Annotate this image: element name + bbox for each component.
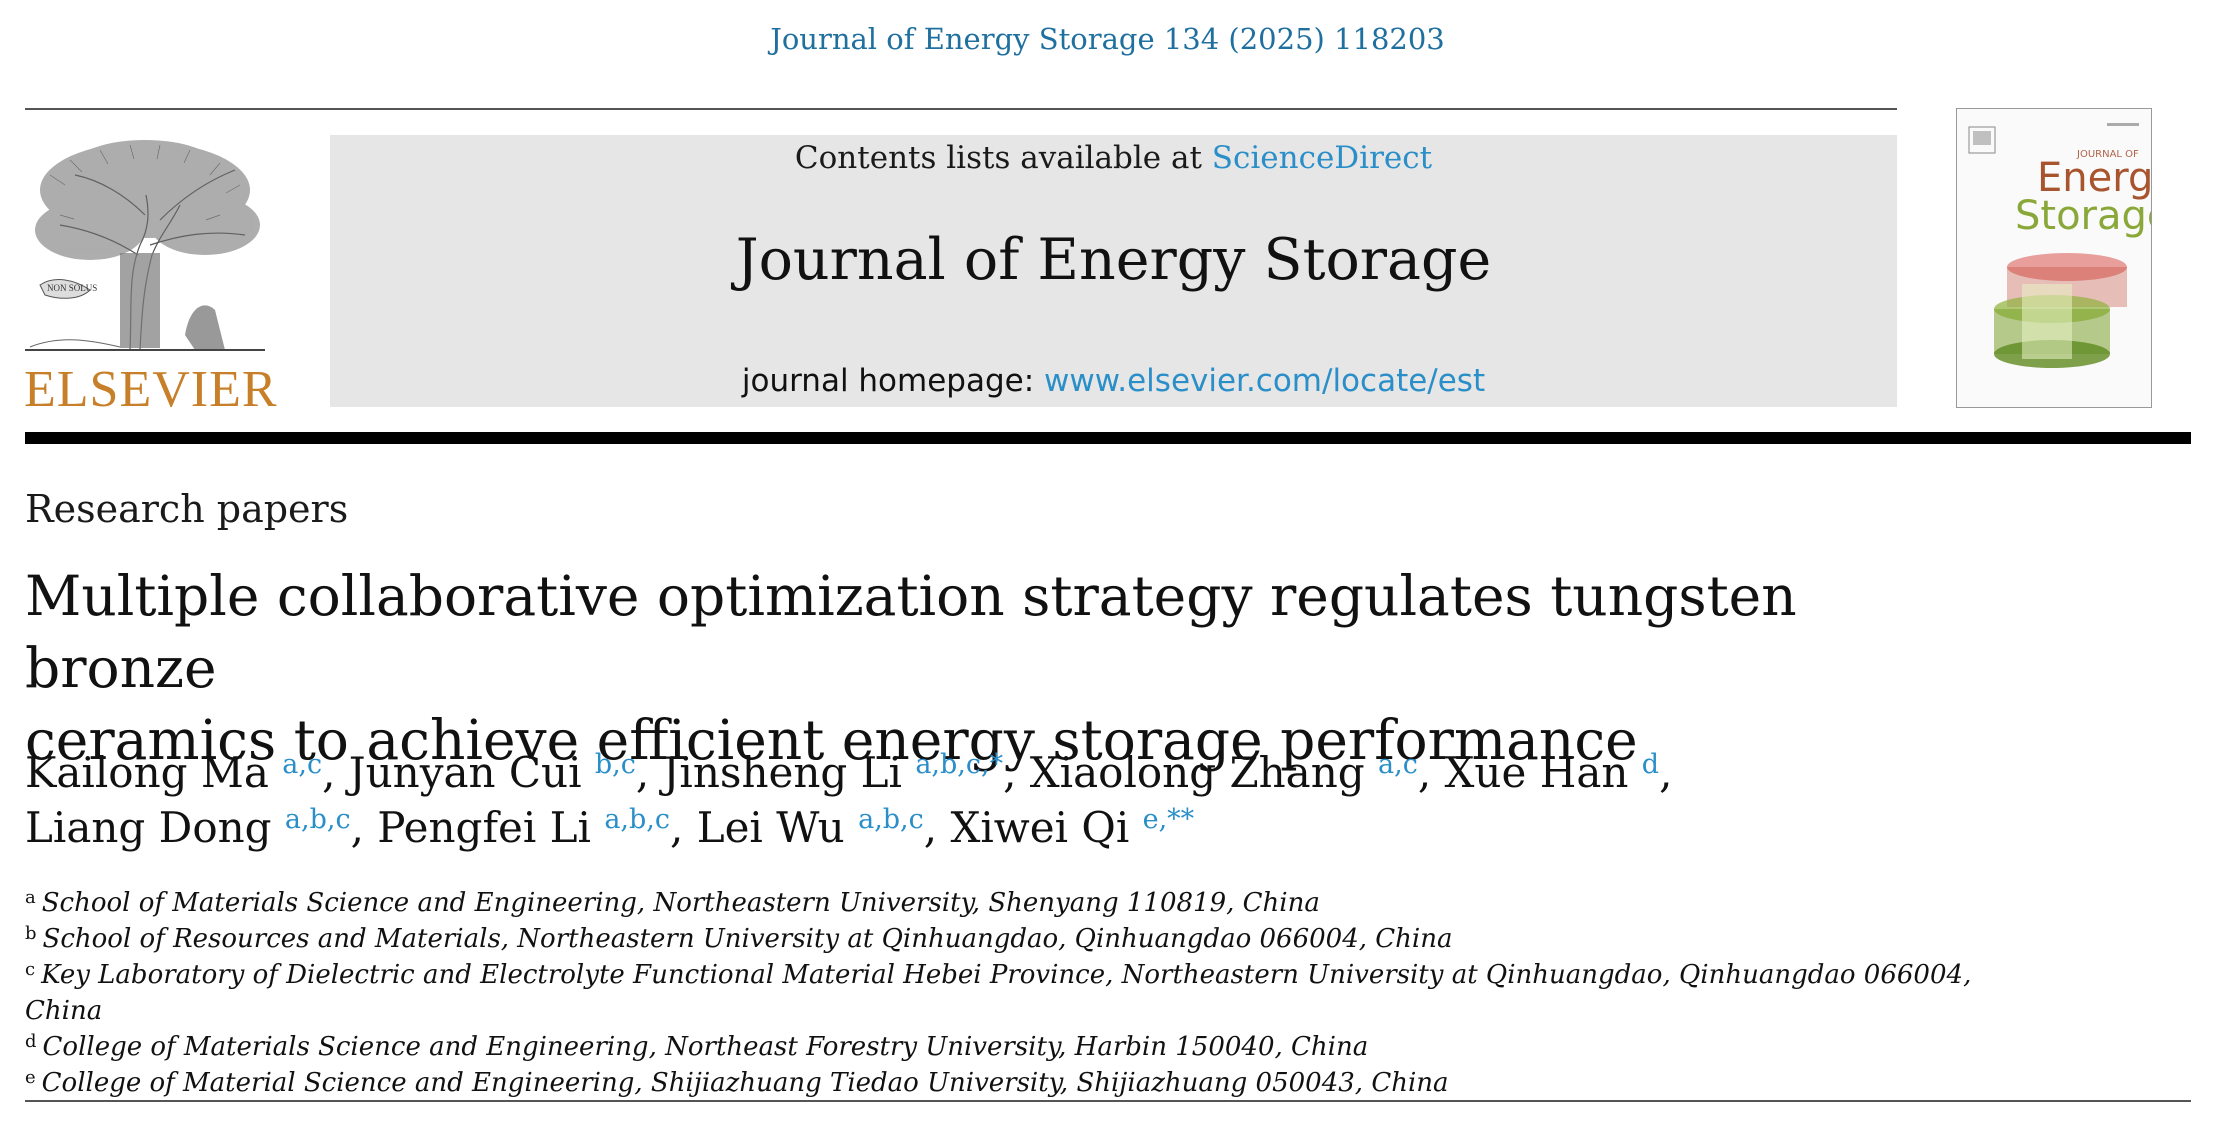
author-separator: ,: [322, 748, 349, 797]
homepage-link[interactable]: www.elsevier.com/locate/est: [1044, 363, 1486, 399]
svg-text:NON SOLUS: NON SOLUS: [47, 283, 97, 293]
affiliation-item: b School of Resources and Materials, Nort…: [25, 921, 2025, 957]
author-separator: ,: [1417, 748, 1445, 797]
svg-text:JOURNAL OF: JOURNAL OF: [2076, 149, 2139, 160]
author-separator: ,: [923, 803, 951, 852]
footer-rule: [25, 1100, 2191, 1102]
article-title: Multiple collaborative optimization stra…: [25, 560, 1925, 776]
sciencedirect-link[interactable]: ScienceDirect: [1211, 140, 1433, 176]
author-affiliation-marks[interactable]: b,c: [594, 749, 636, 780]
journal-name: Journal of Energy Storage: [735, 227, 1492, 293]
affiliation-text: School of Resources and Materials, North…: [42, 924, 1453, 954]
affiliation-item: a School of Materials Science and Enginee…: [25, 885, 2025, 921]
author-line-1: Kailong Ma a,c, Junyan Cui b,c, Jinsheng…: [25, 745, 2025, 800]
affiliation-key: b: [25, 923, 37, 944]
author-name[interactable]: Lei Wu: [696, 803, 845, 852]
affiliation-text: Key Laboratory of Dielectric and Electro…: [25, 960, 1972, 1026]
affiliation-key: d: [25, 1031, 37, 1052]
affiliation-item: d College of Materials Science and Engine…: [25, 1029, 2025, 1065]
affiliation-item: e College of Material Science and Enginee…: [25, 1065, 2025, 1101]
header-rule: [25, 108, 1897, 110]
author-affiliation-marks[interactable]: a,b,c,*: [915, 749, 1004, 780]
affiliation-text: College of Material Science and Engineer…: [41, 1068, 1449, 1098]
homepage-prefix: journal homepage:: [741, 363, 1045, 399]
affiliation-key: a: [25, 887, 36, 908]
tree-illustration-icon: NON SOLUS: [25, 140, 265, 351]
author-list: Kailong Ma a,c, Junyan Cui b,c, Jinsheng…: [25, 745, 2025, 855]
author-name[interactable]: Pengfei Li: [377, 803, 591, 852]
author-separator: ,: [635, 748, 663, 797]
article-title-line-1: Multiple collaborative optimization stra…: [25, 564, 1797, 700]
author-name[interactable]: Liang Dong: [25, 803, 272, 852]
journal-homepage-line: journal homepage: www.elsevier.com/locat…: [330, 363, 1897, 399]
author-separator: ,: [1659, 748, 1673, 797]
contents-available-line: Contents lists available at ScienceDirec…: [330, 135, 1897, 178]
affiliation-item: c Key Laboratory of Dielectric and Electr…: [25, 957, 2025, 1029]
author-name[interactable]: Xue Han: [1444, 748, 1629, 797]
author-affiliation-marks[interactable]: a,b,c: [604, 804, 670, 835]
author-separator: ,: [669, 803, 697, 852]
publisher-logo-text[interactable]: ELSEVIER: [24, 361, 278, 418]
journal-cover-image-icon: JOURNAL OF Energy Storage: [1957, 109, 2151, 407]
affiliation-key: c: [25, 959, 36, 980]
author-separator: ,: [350, 803, 378, 852]
author-name[interactable]: Xiaolong Zhang: [1029, 748, 1365, 797]
author-affiliation-marks[interactable]: a,b,c: [284, 804, 351, 835]
article-title-line-2: ceramics to achieve efficient energy sto…: [25, 708, 1638, 772]
author-separator: ,: [1003, 748, 1030, 797]
author-name[interactable]: Jinsheng Li: [662, 748, 902, 797]
affiliation-key: e: [25, 1067, 36, 1088]
svg-text:Energy: Energy: [2037, 155, 2151, 201]
journal-cover-thumbnail[interactable]: JOURNAL OF Energy Storage: [1956, 108, 2152, 408]
affiliation-text: School of Materials Science and Engineer…: [41, 888, 1320, 918]
author-name[interactable]: Junyan Cui: [348, 748, 582, 797]
author-name[interactable]: Xiwei Qi: [950, 803, 1130, 852]
contents-prefix: Contents lists available at: [794, 140, 1212, 176]
author-affiliation-marks[interactable]: d: [1641, 749, 1660, 780]
header-thick-rule: [25, 432, 2191, 444]
author-line-2: Liang Dong a,b,c, Pengfei Li a,b,c, Lei …: [25, 800, 2025, 855]
author-affiliation-marks[interactable]: a,c: [1378, 749, 1418, 780]
affiliation-list: a School of Materials Science and Enginee…: [25, 885, 2025, 1101]
journal-banner: Contents lists available at ScienceDirec…: [330, 135, 1897, 407]
author-affiliation-marks[interactable]: e,**: [1142, 804, 1195, 835]
affiliation-text: College of Materials Science and Enginee…: [42, 1032, 1369, 1062]
article-section-label: Research papers: [25, 487, 349, 531]
author-name[interactable]: Kailong Ma: [25, 748, 269, 797]
journal-citation[interactable]: Journal of Energy Storage 134 (2025) 118…: [770, 22, 1445, 56]
author-affiliation-marks[interactable]: a,b,c: [858, 804, 924, 835]
svg-text:Storage: Storage: [2015, 193, 2151, 239]
elsevier-tree-logo[interactable]: NON SOLUS: [20, 135, 270, 405]
author-affiliation-marks[interactable]: a,c: [282, 749, 323, 780]
